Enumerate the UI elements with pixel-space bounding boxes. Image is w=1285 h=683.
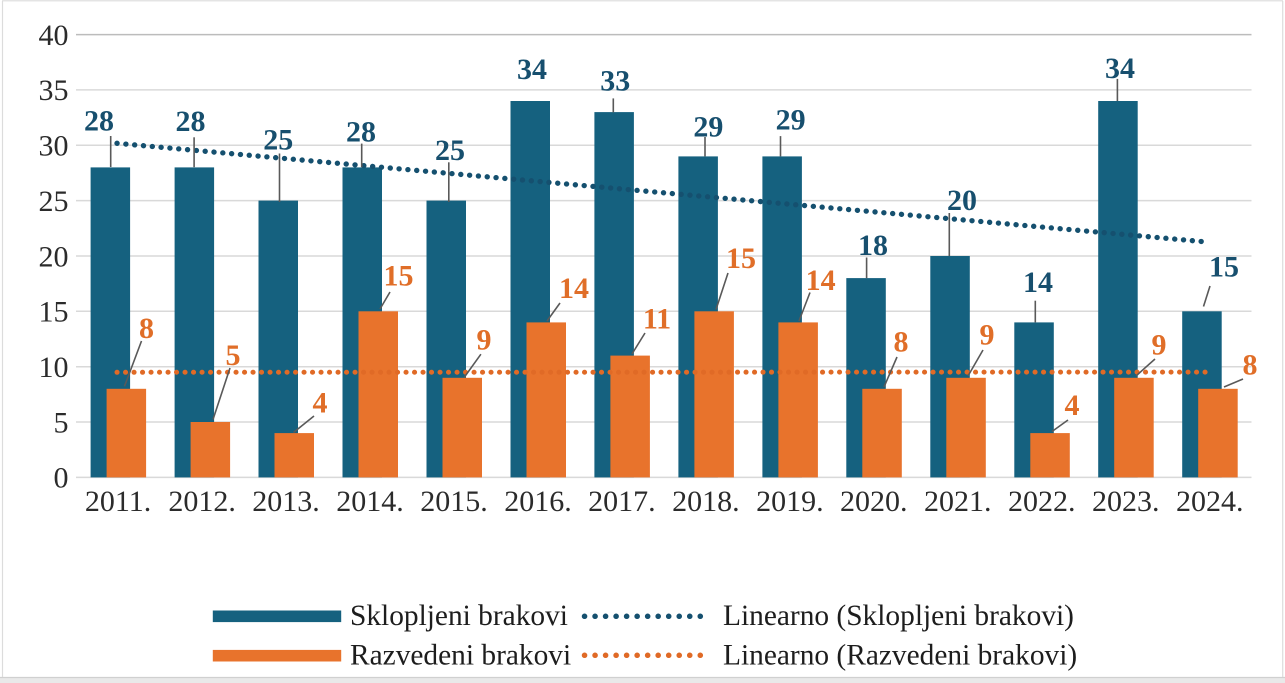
svg-text:2011.: 2011. [85, 485, 151, 518]
svg-text:20: 20 [947, 184, 977, 217]
svg-text:2018.: 2018. [672, 485, 740, 518]
svg-text:14: 14 [559, 272, 589, 305]
svg-text:5: 5 [54, 406, 69, 439]
svg-text:Linearno (Sklopljeni brakovi): Linearno (Sklopljeni brakovi) [723, 600, 1074, 632]
svg-text:Razvedeni brakovi: Razvedeni brakovi [350, 640, 571, 672]
svg-text:15: 15 [726, 242, 756, 275]
svg-text:2017.: 2017. [588, 485, 656, 518]
svg-text:9: 9 [980, 319, 995, 352]
svg-text:5: 5 [226, 339, 241, 372]
svg-text:9: 9 [1152, 328, 1167, 361]
svg-text:2024.: 2024. [1176, 485, 1244, 518]
svg-text:0: 0 [54, 462, 69, 495]
svg-text:25: 25 [435, 134, 465, 167]
svg-text:2016.: 2016. [504, 485, 572, 518]
svg-text:29: 29 [693, 111, 723, 144]
svg-text:Sklopljeni brakovi: Sklopljeni brakovi [350, 600, 568, 632]
svg-text:30: 30 [39, 130, 69, 163]
svg-text:28: 28 [346, 115, 376, 148]
svg-text:2020.: 2020. [840, 485, 908, 518]
svg-text:2022.: 2022. [1008, 485, 1076, 518]
svg-text:9: 9 [477, 324, 492, 357]
svg-text:40: 40 [39, 19, 69, 52]
svg-text:35: 35 [39, 74, 69, 107]
svg-text:2012.: 2012. [168, 485, 236, 518]
svg-text:28: 28 [84, 104, 114, 137]
svg-text:33: 33 [600, 64, 630, 97]
svg-text:4: 4 [1065, 389, 1080, 422]
svg-text:15: 15 [1209, 251, 1239, 284]
svg-text:28: 28 [176, 105, 206, 138]
svg-text:15: 15 [384, 259, 414, 292]
svg-text:25: 25 [263, 124, 293, 157]
svg-text:2015.: 2015. [420, 485, 488, 518]
svg-text:2019.: 2019. [756, 485, 824, 518]
svg-text:2014.: 2014. [336, 485, 404, 518]
svg-text:8: 8 [1243, 348, 1258, 381]
svg-text:25: 25 [39, 185, 69, 218]
svg-text:15: 15 [39, 296, 69, 329]
svg-text:11: 11 [643, 303, 671, 336]
svg-text:8: 8 [894, 326, 909, 359]
svg-text:2023.: 2023. [1092, 485, 1160, 518]
svg-text:Linearno (Razvedeni brakovi): Linearno (Razvedeni brakovi) [723, 640, 1077, 672]
svg-text:18: 18 [858, 229, 888, 262]
svg-text:2013.: 2013. [252, 485, 320, 518]
svg-text:8: 8 [139, 312, 154, 345]
svg-text:14: 14 [1023, 266, 1053, 299]
svg-text:29: 29 [776, 104, 806, 137]
svg-text:34: 34 [517, 53, 547, 86]
svg-text:10: 10 [39, 351, 69, 384]
svg-text:2021.: 2021. [924, 485, 992, 518]
svg-text:34: 34 [1105, 52, 1135, 85]
svg-text:4: 4 [313, 387, 328, 420]
svg-text:20: 20 [39, 240, 69, 273]
svg-text:14: 14 [806, 264, 836, 297]
